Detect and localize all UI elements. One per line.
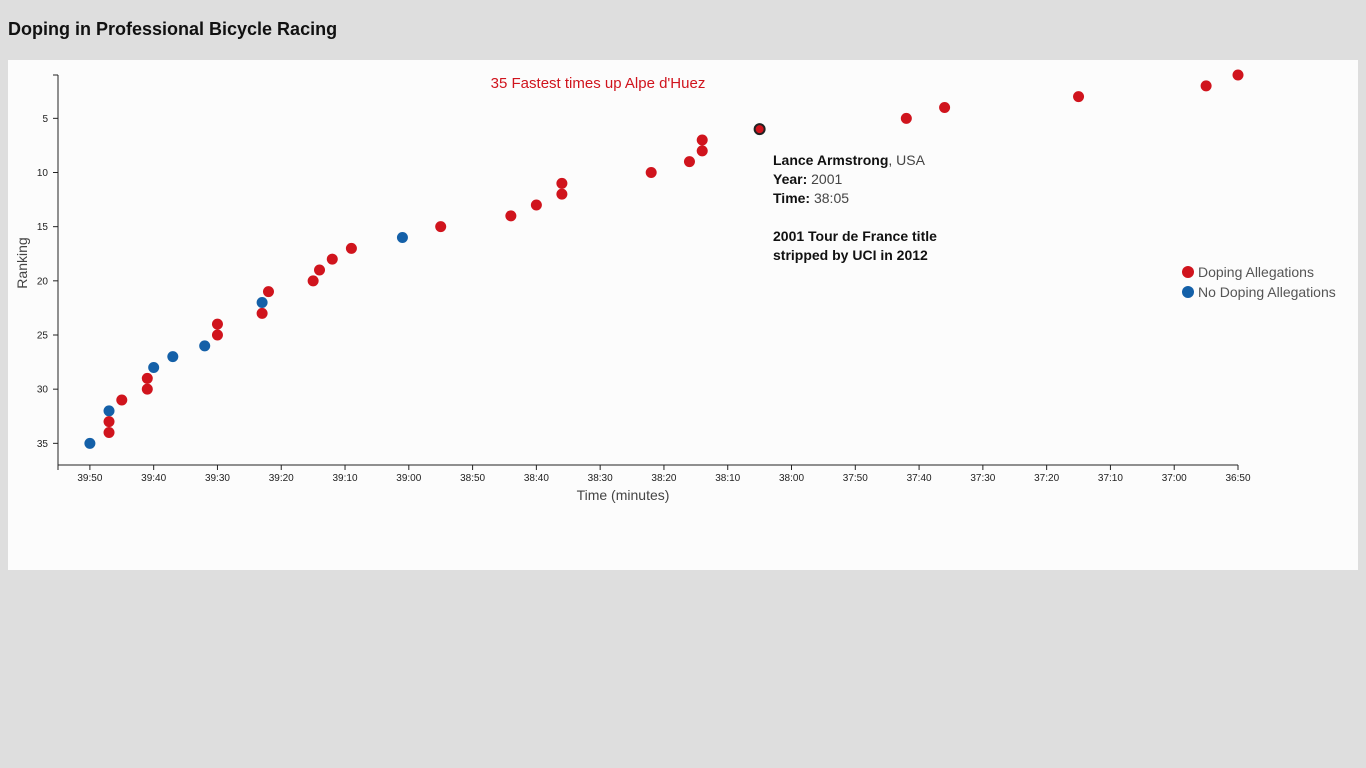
data-point[interactable] — [556, 188, 568, 200]
chart-title: 35 Fastest times up Alpe d'Huez — [491, 75, 706, 92]
y-tick-label: 30 — [37, 385, 49, 396]
tooltip-year-value: 2001 — [811, 171, 843, 187]
data-point[interactable] — [1073, 91, 1085, 103]
tooltip: Lance Armstrong, USA Year: 2001 Time: 38… — [773, 151, 937, 265]
y-axis: 5 10 15 20 25 30 35 — [37, 74, 59, 465]
x-tick-label: 38:10 — [715, 473, 740, 484]
x-tick-label: 37:40 — [907, 473, 932, 484]
data-point[interactable] — [683, 156, 695, 168]
data-point[interactable] — [435, 221, 447, 233]
x-tick-label: 39:30 — [205, 473, 230, 484]
data-point[interactable] — [116, 394, 128, 406]
data-point[interactable] — [167, 351, 179, 363]
data-point[interactable] — [84, 437, 96, 449]
data-point[interactable] — [900, 112, 912, 124]
x-tick-label: 39:10 — [333, 473, 358, 484]
y-tick-label: 10 — [37, 168, 49, 179]
data-point[interactable] — [103, 427, 115, 438]
data-points — [84, 69, 1244, 449]
tooltip-note-line-1: 2001 Tour de France title — [773, 228, 937, 244]
tooltip-year: Year: 2001 — [773, 170, 937, 189]
data-point[interactable] — [345, 242, 357, 254]
data-point[interactable] — [1200, 80, 1212, 92]
x-tick-label: 37:10 — [1098, 473, 1123, 484]
tooltip-time-label: Time: — [773, 190, 811, 206]
data-point[interactable] — [939, 102, 951, 113]
data-point[interactable] — [199, 340, 211, 352]
tooltip-note: 2001 Tour de France title stripped by UC… — [773, 227, 937, 265]
x-tick-label: 37:00 — [1162, 473, 1187, 484]
legend-marker-clean — [1182, 286, 1194, 298]
data-point[interactable] — [1232, 69, 1244, 81]
data-point[interactable] — [103, 416, 115, 428]
data-point[interactable] — [505, 210, 517, 222]
data-point[interactable] — [256, 307, 268, 319]
page-title: Doping in Professional Bicycle Racing — [8, 19, 338, 39]
data-point[interactable] — [211, 329, 223, 341]
x-tick-label: 38:30 — [588, 473, 613, 484]
y-tick-label: 35 — [37, 439, 49, 450]
tooltip-note-line-2: stripped by UCI in 2012 — [773, 247, 928, 263]
legend-label-doping: Doping Allegations — [1198, 264, 1314, 280]
x-axis: 39:50 39:40 39:30 39:20 39:10 39:00 38:50 38:40… — [57, 464, 1251, 484]
data-point[interactable] — [396, 232, 408, 243]
y-tick-label: 5 — [42, 114, 48, 125]
y-tick-label: 25 — [37, 331, 49, 342]
x-tick-label: 38:50 — [460, 473, 485, 484]
legend: Doping Allegations No Doping Allegations — [1182, 264, 1336, 300]
data-point[interactable] — [530, 199, 542, 211]
tooltip-year-label: Year: — [773, 171, 808, 187]
data-point[interactable] — [314, 264, 326, 276]
legend-label-clean: No Doping Allegations — [1198, 284, 1336, 300]
x-tick-label: 38:20 — [651, 473, 676, 484]
x-tick-label: 39:50 — [77, 473, 102, 484]
x-tick-label: 37:30 — [970, 473, 995, 484]
y-tick-label: 15 — [37, 222, 49, 233]
data-point[interactable] — [103, 405, 115, 417]
y-tick-label: 20 — [37, 276, 49, 287]
tooltip-nationality: , USA — [888, 152, 925, 168]
y-axis-title: Ranking — [14, 237, 30, 288]
x-tick-label: 39:20 — [269, 473, 294, 484]
x-tick-label: 36:50 — [1225, 473, 1250, 484]
data-point[interactable] — [256, 297, 268, 308]
data-point[interactable] — [696, 134, 708, 146]
data-point[interactable] — [141, 383, 153, 395]
tooltip-name: Lance Armstrong — [773, 152, 889, 168]
tooltip-rider: Lance Armstrong, USA — [773, 151, 937, 170]
tooltip-time: Time: 38:05 — [773, 189, 937, 208]
data-point[interactable] — [211, 318, 223, 330]
chart-panel: 35 Fastest times up Alpe d'Huez 39:50 39:… — [8, 60, 1358, 570]
x-tick-label: 39:40 — [141, 473, 166, 484]
data-point[interactable] — [148, 362, 160, 373]
tooltip-time-value: 38:05 — [813, 190, 850, 206]
x-axis-title: Time (minutes) — [577, 487, 670, 503]
data-point[interactable] — [696, 145, 708, 157]
data-point[interactable] — [556, 177, 568, 189]
x-tick-label: 38:00 — [779, 473, 804, 484]
data-point[interactable] — [326, 253, 338, 265]
data-point[interactable] — [307, 275, 319, 287]
legend-marker-doping — [1182, 266, 1194, 278]
x-tick-label: 38:40 — [524, 473, 549, 484]
data-point[interactable] — [141, 372, 153, 384]
data-point[interactable] — [645, 167, 657, 178]
data-point[interactable] — [262, 286, 274, 298]
x-tick-label: 37:20 — [1034, 473, 1059, 484]
x-tick-label: 39:00 — [396, 473, 421, 484]
scatter-chart: 35 Fastest times up Alpe d'Huez 39:50 39:… — [14, 69, 1336, 503]
data-point-highlighted[interactable] — [753, 123, 766, 136]
x-tick-label: 37:50 — [843, 473, 868, 484]
